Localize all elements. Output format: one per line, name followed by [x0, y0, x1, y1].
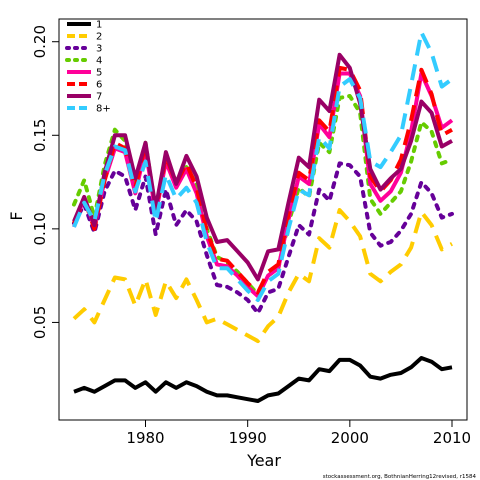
legend-label: 3 — [96, 44, 102, 55]
plot-frame — [58, 18, 468, 421]
legend-label: 7 — [96, 92, 102, 103]
legend-label: 6 — [96, 80, 102, 91]
y-tick-label: 0.10 — [31, 212, 49, 245]
series-line-1 — [73, 356, 453, 403]
legend-label: 5 — [96, 68, 102, 79]
footnote: stockassessment.org, BothnianHerring12re… — [323, 474, 477, 480]
series-line-8plus — [72, 30, 454, 302]
x-axis-title: Year — [246, 451, 281, 470]
series-line-3 — [72, 161, 454, 316]
y-tick-label: 0.20 — [31, 25, 49, 58]
x-axis: 1980 1990 2000 2010 — [126, 420, 471, 447]
y-axis: 0.05 0.10 0.15 0.20 — [31, 25, 59, 339]
series-layer — [72, 30, 454, 403]
legend-label: 1 — [96, 20, 102, 31]
x-tick-label: 2010 — [433, 429, 471, 447]
legend-label: 4 — [96, 56, 102, 67]
x-tick-label: 1990 — [229, 429, 267, 447]
series-line-2 — [72, 208, 453, 344]
x-tick-label: 1980 — [126, 429, 164, 447]
y-tick-label: 0.05 — [31, 306, 49, 339]
x-tick-label: 2000 — [331, 429, 369, 447]
y-axis-title: F — [7, 211, 26, 220]
legend-label: 8+ — [96, 104, 111, 115]
y-tick-label: 0.15 — [31, 119, 49, 152]
series-line-7 — [72, 52, 453, 282]
legend-label: 2 — [96, 32, 102, 43]
